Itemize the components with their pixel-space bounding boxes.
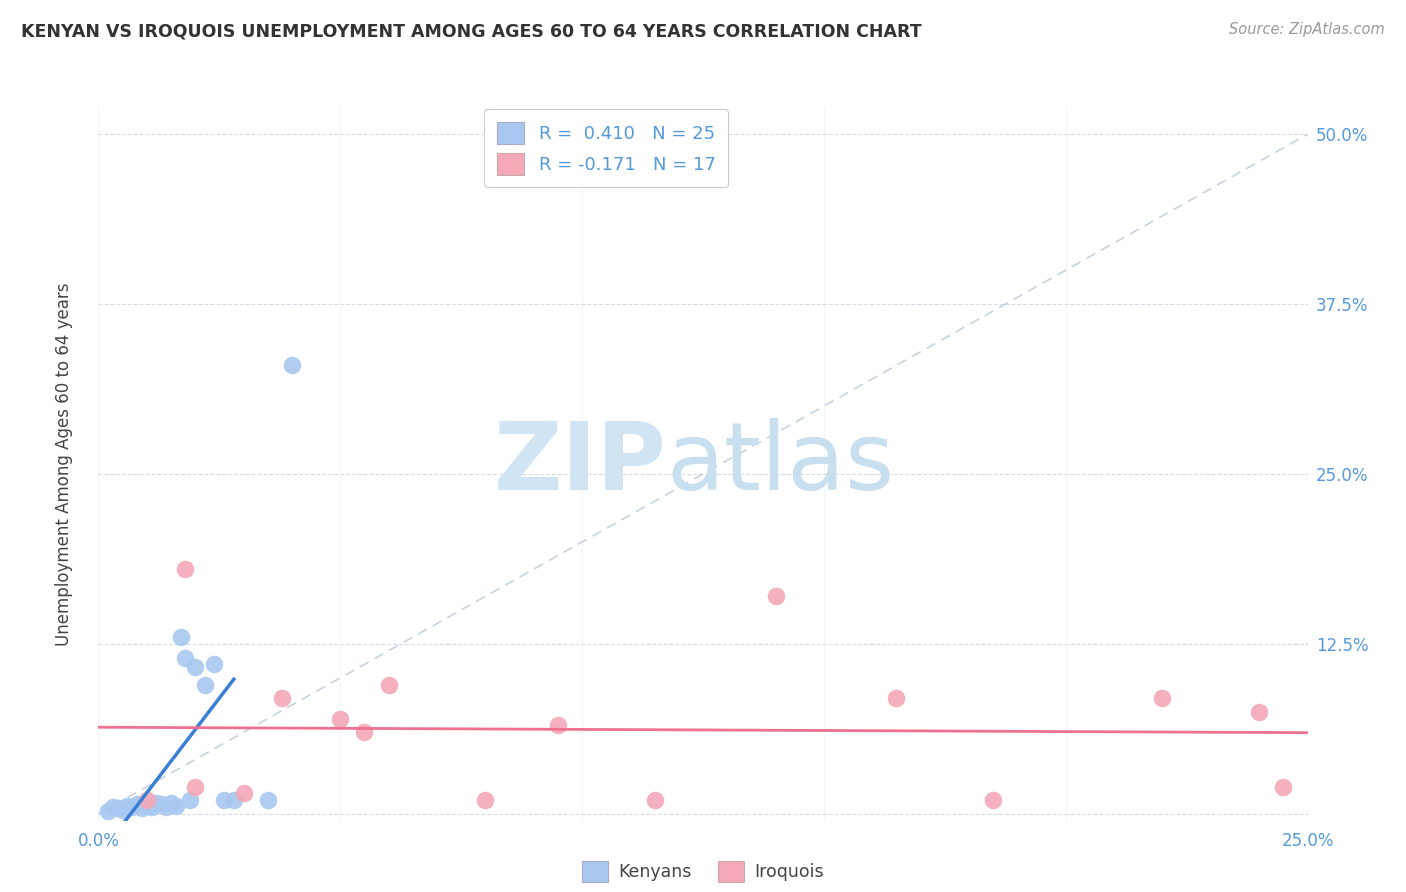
Point bbox=[547, 718, 569, 732]
Text: KENYAN VS IROQUOIS UNEMPLOYMENT AMONG AGES 60 TO 64 YEARS CORRELATION CHART: KENYAN VS IROQUOIS UNEMPLOYMENT AMONG AG… bbox=[21, 22, 922, 40]
Point bbox=[281, 359, 304, 373]
Point bbox=[121, 800, 143, 814]
Point bbox=[1272, 780, 1295, 794]
Point bbox=[184, 780, 207, 794]
Text: atlas: atlas bbox=[666, 417, 896, 510]
Point bbox=[179, 793, 201, 807]
Point bbox=[886, 691, 908, 706]
Point bbox=[212, 793, 235, 807]
Point bbox=[1249, 705, 1271, 719]
Text: ZIP: ZIP bbox=[494, 417, 666, 510]
Point bbox=[160, 796, 183, 810]
Point bbox=[204, 657, 226, 672]
Point bbox=[101, 800, 124, 814]
Point bbox=[131, 801, 153, 815]
Point bbox=[155, 800, 177, 814]
Point bbox=[329, 712, 352, 726]
Point bbox=[184, 660, 207, 674]
Point bbox=[256, 793, 278, 807]
Y-axis label: Unemployment Among Ages 60 to 64 years: Unemployment Among Ages 60 to 64 years bbox=[55, 282, 73, 646]
Point bbox=[353, 725, 375, 739]
Point bbox=[141, 800, 163, 814]
Point bbox=[194, 678, 217, 692]
Point bbox=[174, 650, 197, 665]
Point bbox=[765, 590, 787, 604]
Point bbox=[127, 797, 149, 812]
Point bbox=[97, 804, 120, 818]
Point bbox=[150, 797, 173, 812]
Point bbox=[117, 798, 139, 813]
Point bbox=[107, 801, 129, 815]
Legend: Kenyans, Iroquois: Kenyans, Iroquois bbox=[574, 852, 832, 890]
Point bbox=[111, 803, 134, 817]
Text: Source: ZipAtlas.com: Source: ZipAtlas.com bbox=[1229, 22, 1385, 37]
Point bbox=[135, 798, 157, 813]
Point bbox=[981, 793, 1004, 807]
Point bbox=[271, 691, 294, 706]
Point bbox=[474, 793, 496, 807]
Point bbox=[145, 796, 167, 810]
Point bbox=[1152, 691, 1174, 706]
Point bbox=[232, 787, 254, 801]
Point bbox=[644, 793, 666, 807]
Point bbox=[165, 798, 187, 813]
Point bbox=[222, 793, 245, 807]
Point bbox=[174, 562, 197, 576]
Point bbox=[377, 678, 399, 692]
Point bbox=[135, 793, 157, 807]
Point bbox=[169, 630, 191, 644]
